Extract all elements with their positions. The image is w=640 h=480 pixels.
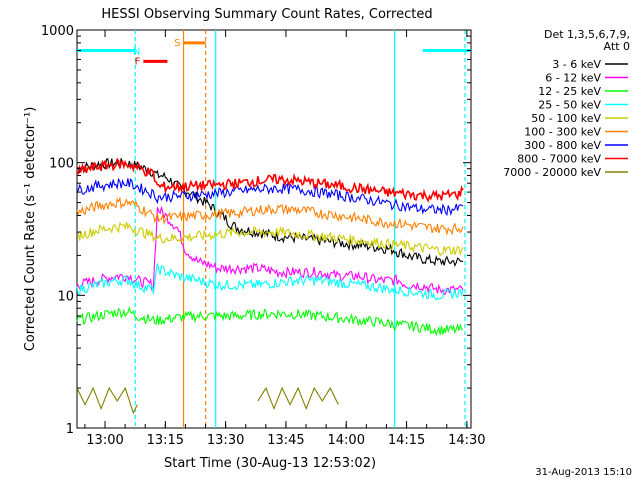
y-tick-label-2: 100 [49,157,74,172]
series-line-6-12kev [76,205,464,296]
y-tick-label-1: 10 [57,289,74,304]
series-line-25-50kev [76,263,464,301]
x-tick-label-4: 14:00 [328,433,365,448]
series-line-7000-20000kev [76,386,339,415]
series-line-100-300kev [76,196,464,236]
flag-label-n: N [133,46,140,57]
x-tick-label-5: 14:15 [388,433,425,448]
flag-label-s: S [174,38,180,49]
x-axis-label: Start Time (30-Aug-13 12:53:02) [164,456,376,471]
series-line-12-25kev [76,306,464,337]
legend-label-5: 100 - 300 keV [524,126,601,139]
legend-label-6: 300 - 800 keV [524,139,601,152]
legend-title-line-1: Det 1,3,5,6,7,9, [544,28,630,41]
legend-label-7: 800 - 7000 keV [517,153,601,166]
legend-label-8: 7000 - 20000 keV [503,166,601,179]
legend-label-1: 6 - 12 keV [545,72,601,85]
x-tick-label-1: 13:15 [147,433,184,448]
x-tick-label-0: 13:00 [86,433,123,448]
y-axis-label: Corrected Count Rate (s⁻¹ detector⁻¹) [23,107,38,352]
series-line-50-100kev [76,221,464,257]
x-tick-label-3: 13:45 [267,433,304,448]
series-line-300-800kev [76,177,464,217]
chart-title: HESSI Observing Summary Count Rates, Cor… [101,7,432,22]
legend-label-4: 50 - 100 keV [531,112,601,125]
y-tick-label-0: 1 [66,422,74,437]
legend-label-2: 12 - 25 keV [538,85,601,98]
x-tick-label-6: 14:30 [448,433,485,448]
timestamp: 31-Aug-2013 15:10 [535,467,632,478]
series-line-800-7000kev [76,157,464,203]
legend-title-line-2: Att 0 [604,40,630,53]
flag-label-f: F [135,56,141,67]
plot-frame [76,29,472,429]
x-tick-label-2: 13:30 [207,433,244,448]
y-tick-label-3: 1000 [41,24,74,39]
legend-label-0: 3 - 6 keV [552,58,601,71]
legend-label-3: 25 - 50 keV [538,99,601,112]
